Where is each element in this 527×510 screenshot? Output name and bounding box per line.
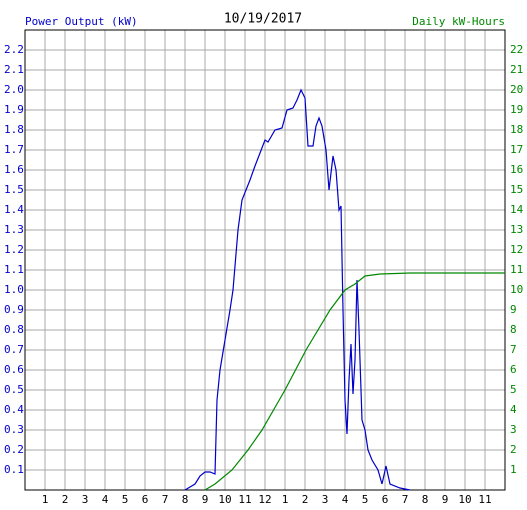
- y2-tick-label: 1: [510, 463, 517, 476]
- x-tick-label: 2: [62, 493, 69, 506]
- y2-tick-label: 3: [510, 423, 517, 436]
- y-tick-label: 0.6: [4, 363, 24, 376]
- y2-tick-label: 10: [510, 283, 523, 296]
- x-tick-label: 4: [102, 493, 109, 506]
- y-tick-label: 0.1: [4, 463, 24, 476]
- y-tick-label: 1.5: [4, 183, 24, 196]
- y2-tick-label: 17: [510, 143, 523, 156]
- y-tick-label: 1.6: [4, 163, 24, 176]
- y2-tick-label: 15: [510, 183, 523, 196]
- y2-tick-label: 19: [510, 103, 523, 116]
- x-tick-label: 9: [442, 493, 449, 506]
- y2-tick-label: 18: [510, 123, 523, 136]
- x-tick-label: 6: [142, 493, 149, 506]
- y2-tick-label: 14: [510, 203, 524, 216]
- y2-tick-label: 21: [510, 63, 523, 76]
- x-tick-label: 2: [302, 493, 309, 506]
- x-tick-label: 1: [282, 493, 289, 506]
- y-tick-label: 0.5: [4, 383, 24, 396]
- x-tick-label: 4: [342, 493, 349, 506]
- x-tick-label: 11: [478, 493, 491, 506]
- y-tick-label: 2.0: [4, 83, 24, 96]
- series-line: [204, 272, 505, 491]
- y2-tick-label: 20: [510, 83, 523, 96]
- x-tick-label: 3: [82, 493, 89, 506]
- y-tick-label: 0.8: [4, 323, 24, 336]
- y-tick-label: 0.4: [4, 403, 24, 416]
- y-tick-label: 0.3: [4, 423, 24, 436]
- x-tick-label: 9: [202, 493, 209, 506]
- plot-frame: [24, 29, 506, 491]
- y2-tick-label: 16: [510, 163, 523, 176]
- y2-tick-label: 8: [510, 323, 517, 336]
- x-tick-label: 10: [458, 493, 471, 506]
- chart-title: 10/19/2017: [224, 12, 302, 27]
- y2-tick-label: 13: [510, 223, 523, 236]
- y-tick-label: 1.8: [4, 123, 24, 136]
- y-tick-label: 1.2: [4, 243, 24, 256]
- y-tick-label: 1.1: [4, 263, 24, 276]
- series-line: [184, 88, 411, 491]
- x-tick-label: 7: [402, 493, 409, 506]
- y-tick-label: 0.2: [4, 443, 24, 456]
- y2-tick-label: 4: [510, 403, 517, 416]
- y-tick-label: 0.7: [4, 343, 24, 356]
- x-tick-label: 6: [382, 493, 389, 506]
- y2-axis-title: Daily kW-Hours: [412, 15, 505, 28]
- x-tick-label: 1: [42, 493, 49, 506]
- y-tick-label: 1.3: [4, 223, 24, 236]
- x-tick-label: 8: [182, 493, 189, 506]
- x-tick-label: 11: [238, 493, 251, 506]
- y-tick-label: 1.7: [4, 143, 24, 156]
- x-tick-label: 3: [322, 493, 329, 506]
- x-tick-label: 10: [218, 493, 231, 506]
- y-axis-title: Power Output (kW): [25, 15, 138, 28]
- x-tick-label: 12: [258, 493, 271, 506]
- y2-tick-label: 22: [510, 43, 523, 56]
- x-tick-label: 7: [162, 493, 169, 506]
- y-tick-label: 2.1: [4, 63, 24, 76]
- y2-tick-label: 9: [510, 303, 517, 316]
- y2-tick-label: 11: [510, 263, 523, 276]
- x-tick-label: 8: [422, 493, 429, 506]
- y-tick-label: 1.9: [4, 103, 24, 116]
- y2-tick-label: 7: [510, 343, 517, 356]
- y2-tick-label: 5: [510, 383, 517, 396]
- y-tick-label: 2.2: [4, 43, 24, 56]
- y-tick-label: 1.4: [4, 203, 24, 216]
- y2-tick-label: 12: [510, 243, 523, 256]
- y-tick-label: 0.9: [4, 303, 24, 316]
- y2-tick-label: 2: [510, 443, 517, 456]
- y-tick-label: 1.0: [4, 283, 24, 296]
- x-tick-label: 5: [122, 493, 129, 506]
- y2-tick-label: 6: [510, 363, 517, 376]
- x-tick-label: 5: [362, 493, 369, 506]
